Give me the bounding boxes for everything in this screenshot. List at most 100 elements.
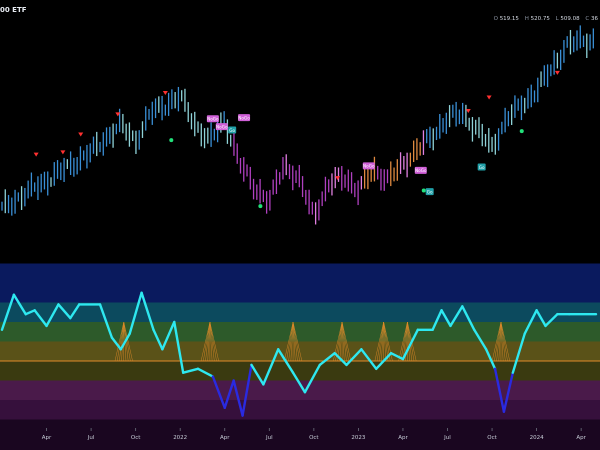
x-tick-label: Oct [487, 435, 497, 441]
spike-ray [378, 321, 384, 362]
x-year-label: 2023 [351, 435, 365, 441]
nogo-arrow-down [335, 176, 341, 181]
signal-label-box [206, 115, 219, 123]
signal-label-box [362, 162, 375, 170]
nogo-arrow-down [33, 152, 39, 157]
oscillator-line-segment [128, 291, 143, 335]
oscillator-line-segment [502, 371, 515, 413]
oscillator-line-segment [544, 313, 559, 328]
x-axis: Apr Jul Oct 2022 Apr Jul Oct 2023 Apr Jul Oct 2024 A… [42, 428, 587, 441]
oscillator-line-segment [360, 348, 378, 370]
go-arrow-up [421, 188, 426, 193]
signal-label: NoGo [414, 166, 427, 174]
oscillator-pane [0, 263, 600, 450]
open-value: 519.15 [499, 16, 519, 22]
x-tick-label: Apr [576, 435, 586, 441]
oscillator-line-segment [262, 348, 280, 386]
signal-label-text: Go [229, 128, 235, 133]
chart-title: 00 ETF [0, 6, 27, 14]
close-value: 36 [591, 16, 598, 22]
momentum-spike [284, 321, 303, 362]
signal-label-box [425, 188, 434, 196]
oscillator-line-segment [431, 309, 443, 331]
spike-ray [205, 321, 211, 362]
signal-label: Go [425, 188, 434, 196]
spike-ray [209, 321, 217, 362]
spike-ray [383, 321, 387, 362]
oscillator-line-segment [0, 293, 16, 331]
spike-ray [209, 321, 215, 362]
signal-label-box [477, 163, 486, 171]
x-tick-label: Oct [131, 435, 141, 441]
open-key: O [493, 16, 498, 22]
x-tick-label: Jul [443, 435, 451, 441]
oscillator-band [0, 380, 600, 400]
signal-label: NoGo [215, 123, 228, 131]
spike-ray [114, 321, 125, 362]
oscillator-line-segment [440, 309, 452, 328]
spike-ray [121, 321, 125, 362]
spike-ray [209, 321, 213, 362]
signal-label-text: Go [479, 165, 485, 170]
oscillator-line-segment [57, 303, 72, 320]
signal-label-text: NoGo [238, 115, 250, 120]
spike-ray [339, 321, 343, 362]
spike-ray [376, 321, 384, 362]
low-key: L [555, 16, 559, 22]
spike-ray [407, 321, 413, 362]
oscillator-line-segment [401, 328, 419, 361]
spike-ray [292, 321, 300, 362]
spike-ray [292, 321, 296, 362]
oscillator-band [0, 322, 600, 342]
oscillator-line-segment [33, 309, 48, 328]
oscillator-line-segment [291, 371, 307, 394]
oscillator-line-segment [277, 348, 295, 374]
oscillator-line-segment [45, 303, 60, 328]
oscillator-line-segment [181, 367, 200, 374]
x-tick-label: Apr [220, 435, 230, 441]
oscillator-line-segment [303, 363, 321, 394]
x-tick-label: Jul [87, 435, 95, 441]
signal-label-text: Go [427, 189, 433, 194]
go-arrow-up [258, 204, 263, 209]
spike-ray [292, 321, 303, 362]
momentum-spike [333, 321, 352, 362]
go-arrow-up [169, 138, 174, 143]
spike-ray [500, 321, 504, 362]
high-value: 520.75 [530, 16, 550, 22]
signal-label: NoGo [206, 115, 219, 123]
oscillator-band [0, 361, 600, 381]
spike-ray [398, 321, 408, 362]
signal-label-text: NoGo [216, 124, 228, 129]
go-arrow-up [519, 129, 524, 134]
signal-label-box [414, 166, 427, 174]
spike-ray [341, 321, 352, 362]
momentum-spike [398, 321, 417, 362]
signal-label-box [215, 123, 228, 131]
oscillator-line-segment [161, 320, 176, 351]
oscillator-line-segment [12, 293, 27, 316]
momentum-spike [200, 321, 219, 362]
signal-label-text: NoGo [363, 164, 375, 169]
oscillator-band [0, 400, 600, 420]
spike-ray [407, 321, 410, 362]
x-tick-label: Apr [398, 435, 408, 441]
signal-label-text: NoGo [207, 117, 219, 122]
oscillator-line-segment [493, 367, 506, 413]
oscillator-line-segment [69, 303, 81, 320]
oscillator-line-segment [241, 363, 253, 417]
spike-ray [341, 321, 349, 362]
oscillator-line-segment [484, 348, 497, 370]
spike-ray [498, 321, 502, 362]
nogo-arrow-down [554, 70, 560, 75]
oscillator-line-segment [449, 305, 464, 328]
oscillator-line-segment [511, 332, 526, 374]
oscillator-line-segment [140, 291, 155, 331]
oscillator-band [0, 419, 600, 450]
oscillator-line-segment [345, 348, 363, 367]
oscillator-line-segment [375, 352, 393, 370]
oscillator-line-segment [473, 328, 488, 351]
signal-label: NoGo [362, 162, 375, 170]
